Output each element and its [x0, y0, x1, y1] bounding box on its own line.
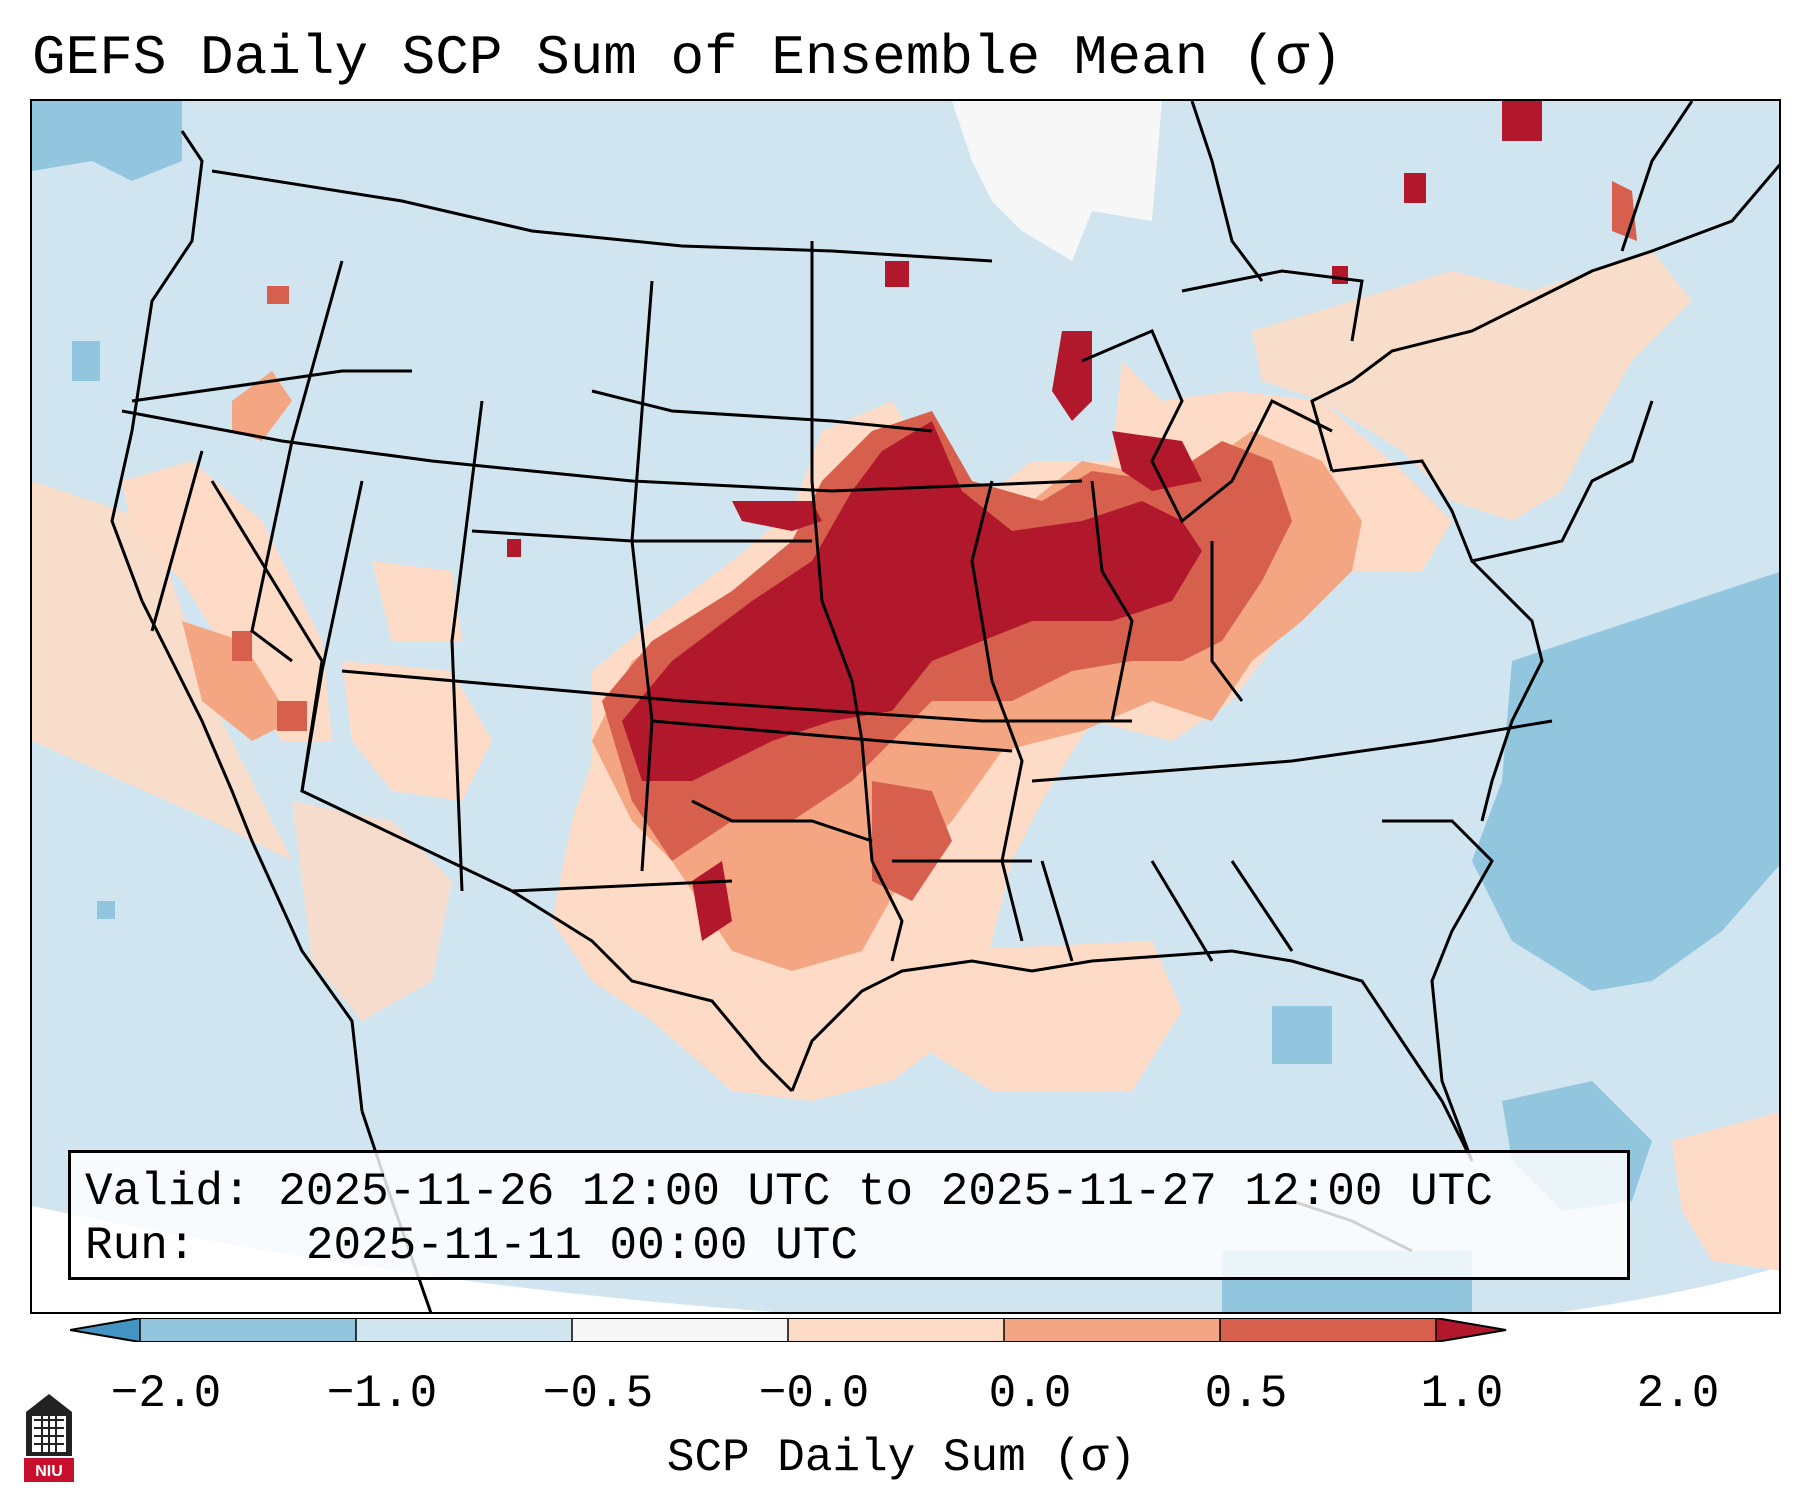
canada-neutral-patch	[952, 101, 1162, 261]
in-oh-border	[1210, 541, 1244, 702]
valid-row: Valid: 2025-11-26 12:00 UTC to 2025-11-2…	[85, 1165, 1613, 1219]
colorbar-tick-label: 0.5	[1204, 1368, 1288, 1420]
st-lawrence-border	[1310, 163, 1779, 472]
colorbar-tick-label: 0.0	[988, 1368, 1072, 1420]
hudson-bay-border	[1190, 101, 1264, 282]
baja-peach	[292, 801, 452, 1021]
colorbar-tick-label: −1.0	[326, 1368, 438, 1420]
lake-superior-shore	[1181, 269, 1364, 342]
california-peach	[122, 461, 332, 741]
idaho-border	[250, 260, 344, 663]
minnesota-dark-red	[1052, 331, 1092, 421]
ontario-dark-red-dot	[1332, 266, 1348, 284]
california-salmon	[182, 621, 292, 741]
nd-dark-red-cell	[885, 261, 909, 287]
pacific-blue-dot	[97, 901, 115, 919]
nevada-red-cell	[277, 701, 307, 731]
nebraska-dark-red-strip	[732, 501, 822, 531]
wa-or-border	[131, 369, 412, 403]
colorbar-tick-label: 1.0	[1420, 1368, 1504, 1420]
us-canada-border	[211, 169, 993, 263]
pacific-field	[32, 481, 292, 861]
projection-edge-se	[1560, 1267, 1779, 1312]
ca-red-cell	[232, 631, 252, 661]
co-ks-border	[471, 529, 812, 543]
plains-west-border	[630, 280, 654, 872]
colorbar-extend-high	[1435, 1318, 1507, 1342]
ontario-dark-red	[1404, 173, 1426, 203]
utah-peach	[372, 561, 462, 641]
oregon-ca-border	[150, 450, 204, 632]
gulf-blue-patch	[1272, 1006, 1332, 1064]
colorbar-tick-label: −0.5	[542, 1368, 654, 1420]
plains-dark-red-core	[622, 421, 1202, 781]
colorbar-segments	[70, 1318, 1507, 1342]
map-panel	[30, 99, 1781, 1314]
tx-la-border	[870, 860, 904, 962]
projection-edge-sw	[32, 1206, 774, 1312]
east-tx-red	[872, 781, 952, 901]
gulf-florida-coast	[1091, 949, 1474, 1162]
gulf-peach	[912, 941, 1182, 1091]
pacific-blue-patch	[72, 341, 100, 381]
wy-red-dot	[507, 539, 521, 557]
northeast-peach	[1252, 251, 1692, 521]
oregon-salmon	[232, 371, 292, 441]
atlantic-blue-field	[1472, 572, 1779, 991]
valid-time-box: Valid: 2025-11-26 12:00 UTC to 2025-11-2…	[68, 1150, 1630, 1280]
run-row: Run: 2025-11-11 00:00 UTC	[85, 1219, 1613, 1273]
red-river-border	[691, 799, 873, 843]
northern-tier-border	[121, 409, 1083, 493]
il-in-border	[1090, 480, 1134, 722]
map-svg	[32, 101, 1779, 1312]
great-lakes-shore	[1081, 329, 1333, 524]
southeast-borders	[1040, 860, 1294, 962]
northeast-borders	[1331, 400, 1654, 563]
plains-east-border	[810, 241, 874, 862]
colorbar-label: SCP Daily Sum (σ)	[666, 1432, 1137, 1484]
run-label: Run:	[85, 1220, 196, 1272]
wa-red-cell	[267, 286, 289, 304]
ok-border	[651, 719, 1013, 753]
colorbar-segment	[1220, 1318, 1436, 1342]
colorbar-tick-label: −2.0	[110, 1368, 222, 1420]
sw-border	[300, 480, 733, 893]
colorbar-segment	[356, 1318, 572, 1342]
wisconsin-dark-red	[1112, 431, 1202, 491]
wy-ne-border	[591, 389, 933, 433]
west-coastline	[110, 130, 364, 1112]
colorbar-tick-label: 2.0	[1636, 1368, 1720, 1420]
valid-value: 2025-11-26 12:00 UTC to 2025-11-27 12:00…	[278, 1166, 1493, 1218]
colorbar-segment	[140, 1318, 356, 1342]
boundaries	[110, 101, 1779, 1312]
valid-label: Valid:	[85, 1166, 251, 1218]
colorbar-outline	[70, 1318, 1507, 1342]
colorbar-tick-label: −0.0	[758, 1368, 870, 1420]
quebec-red	[1612, 181, 1637, 241]
mid-atlantic-coast	[1470, 559, 1544, 822]
mississippi-river	[970, 480, 1024, 942]
niu-logo: NIU	[24, 1394, 74, 1482]
southern-tier-border	[341, 669, 1132, 723]
atlantic-coast-south	[1382, 819, 1494, 1162]
caribbean-peach	[1672, 1112, 1779, 1271]
labrador-dark-red	[1502, 101, 1542, 141]
colorbar-segment	[1004, 1318, 1220, 1342]
colorbar-extend-low	[70, 1318, 141, 1342]
pacific-nw-blue	[32, 101, 182, 181]
colorbar-segment	[788, 1318, 1004, 1342]
run-value: 2025-11-11 00:00 UTC	[305, 1220, 858, 1272]
quebec-border	[1620, 101, 1694, 252]
chart-title: GEFS Daily SCP Sum of Ensemble Mean (σ)	[32, 26, 1343, 90]
texas-coastline	[790, 959, 1093, 1092]
colorbar-segment	[572, 1318, 788, 1342]
az-nm-border	[450, 400, 484, 892]
tn-ky-border	[1031, 719, 1553, 783]
rio-grande-border	[511, 889, 794, 1093]
colorbar	[70, 1318, 1507, 1342]
logo-text: NIU	[35, 1463, 63, 1480]
